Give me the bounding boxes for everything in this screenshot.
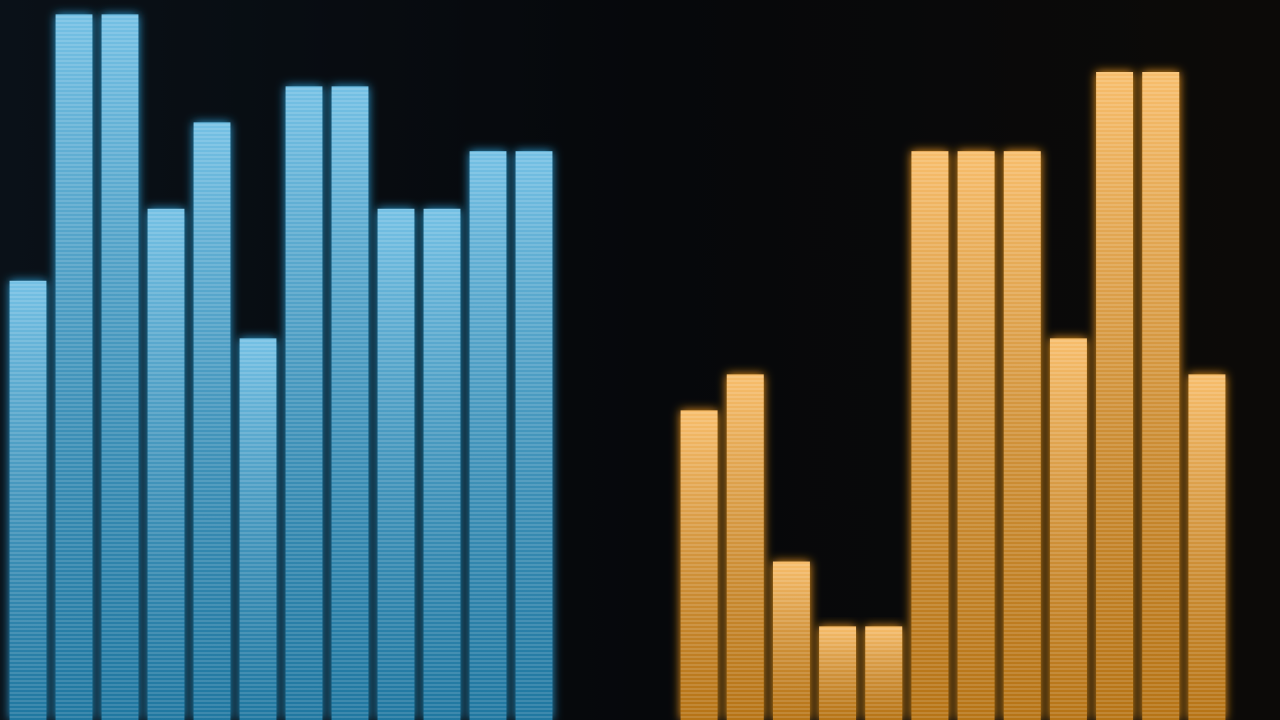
bar-stripes — [515, 151, 553, 720]
bar-stripes — [239, 338, 277, 720]
bar-stripes — [285, 86, 323, 720]
bar-stripes — [55, 14, 93, 720]
bar-stripes — [865, 626, 903, 720]
bar-stripes — [726, 374, 764, 720]
bar-stripes — [423, 208, 461, 720]
bar-stripes — [469, 151, 507, 720]
bar-stripes — [331, 86, 369, 720]
bar-stripes — [9, 280, 47, 720]
bar-stripes — [911, 151, 949, 720]
bar-stripes — [1142, 72, 1180, 720]
bar-stripes — [680, 410, 718, 720]
bar-stripes — [101, 14, 139, 720]
bar-stripes — [772, 561, 810, 720]
bar-stripes — [377, 208, 415, 720]
bar-stripes — [1188, 374, 1226, 720]
bar-stripes — [147, 208, 185, 720]
bar-stripes — [957, 151, 995, 720]
bar-stripes — [1003, 151, 1041, 720]
bar-stripes — [193, 122, 231, 720]
bar-stripes — [819, 626, 857, 720]
bar-stripes — [1049, 338, 1087, 720]
bar-stripes — [1096, 72, 1134, 720]
